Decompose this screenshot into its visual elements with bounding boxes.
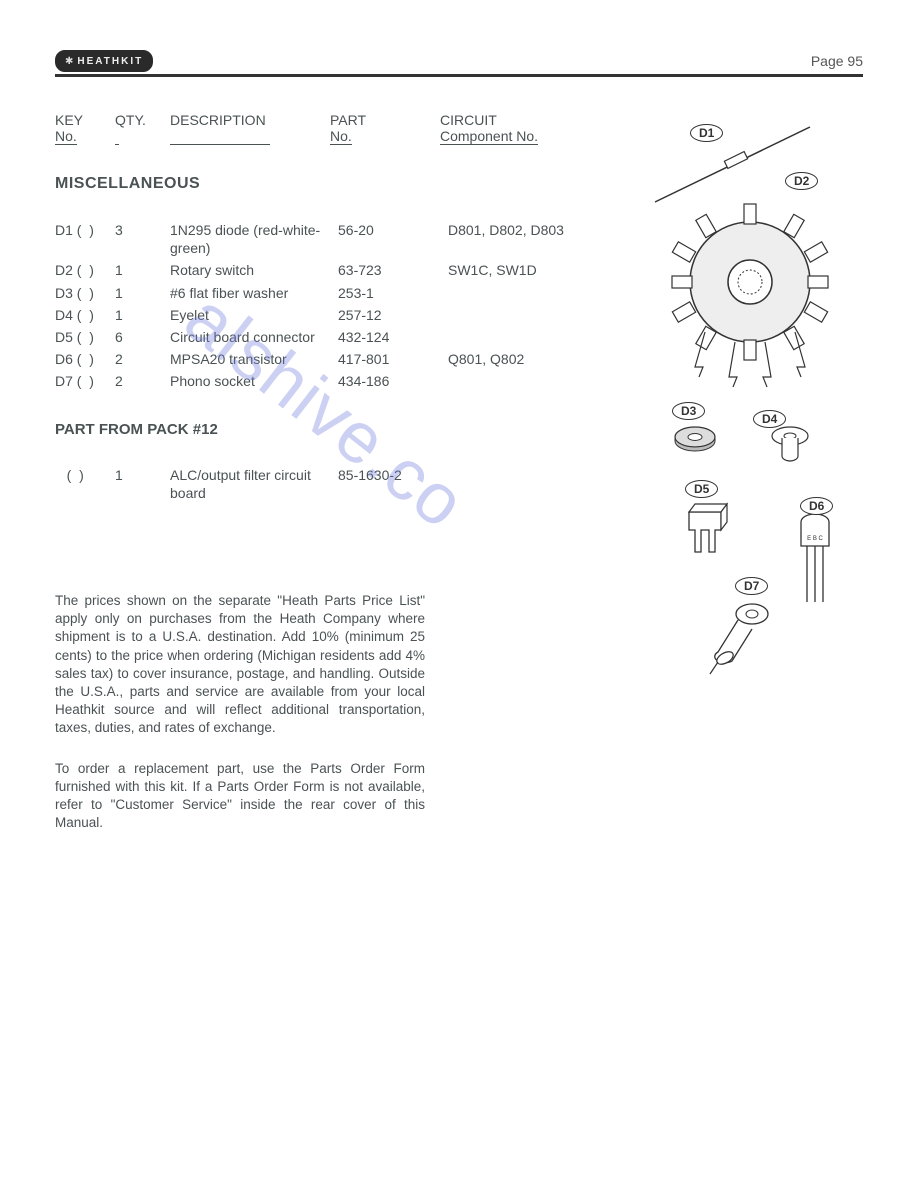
cell-desc: MPSA20 transistor [170,350,338,368]
header-key: KEY No. [55,112,115,145]
paragraph-2: To order a replacement part, use the Par… [55,760,425,833]
table-header-row: KEY No. QTY. DESCRIPTION PART No. CIRCUI… [55,112,615,145]
cell-key: ( ) [55,466,115,502]
cell-key: D7 ( ) [55,372,115,390]
cell-circ [448,306,588,324]
callout-d4: D4 [753,410,786,428]
cell-qty: 3 [115,221,170,257]
cell-qty: 1 [115,284,170,302]
right-column: E B C D1 D2 D3 D4 D5 D6 D7 [635,112,863,855]
cell-qty: 2 [115,372,170,390]
cell-desc: Phono socket [170,372,338,390]
table-row: D6 ( )2MPSA20 transistor417-801Q801, Q80… [55,350,615,368]
cell-qty: 1 [115,306,170,324]
cell-circ [448,328,588,346]
cell-qty: 1 [115,261,170,279]
cell-circ: D801, D802, D803 [448,221,588,257]
cell-part: 257-12 [338,306,448,324]
cell-desc: Circuit board connector [170,328,338,346]
cell-part: 56-20 [338,221,448,257]
header-part: PART No. [330,112,440,145]
cell-desc: ALC/output filter circuit board [170,466,338,502]
callout-d5: D5 [685,480,718,498]
callout-d3: D3 [672,402,705,420]
table-row: D3 ( )1#6 flat fiber washer253-1 [55,284,615,302]
cell-key: D3 ( ) [55,284,115,302]
brand-badge: ✱ HEATHKIT [55,50,153,72]
cell-desc: Eyelet [170,306,338,324]
cell-desc: 1N295 diode (red-white-green) [170,221,338,257]
cell-key: D5 ( ) [55,328,115,346]
cell-part: 432-124 [338,328,448,346]
content-columns: KEY No. QTY. DESCRIPTION PART No. CIRCUI… [55,112,863,855]
cell-qty: 1 [115,466,170,502]
cell-key: D2 ( ) [55,261,115,279]
cell-part: 434-186 [338,372,448,390]
table-row: D2 ( )1Rotary switch63-723SW1C, SW1D [55,261,615,279]
page: ✱ HEATHKIT Page 95 KEY No. QTY. DESCRIPT… [0,0,918,855]
header-circuit: CIRCUIT Component No. [440,112,580,145]
cell-circ: SW1C, SW1D [448,261,588,279]
paragraph-1: The prices shown on the separate "Heath … [55,592,425,738]
header-qty: QTY. [115,112,170,145]
table-row: ( )1ALC/output filter circuit board85-16… [55,466,615,502]
table-row: D1 ( )31N295 diode (red-white-green)56-2… [55,221,615,257]
table-row: D4 ( )1Eyelet257-12 [55,306,615,324]
section-misc-title: MISCELLANEOUS [55,175,615,193]
cell-key: D1 ( ) [55,221,115,257]
brand-text: HEATHKIT [77,56,143,67]
left-column: KEY No. QTY. DESCRIPTION PART No. CIRCUI… [55,112,615,855]
callout-d6: D6 [800,497,833,515]
callout-d7: D7 [735,577,768,595]
table-row: D5 ( )6Circuit board connector432-124 [55,328,615,346]
svg-text:E B C: E B C [807,536,823,542]
cell-part: 85-1630-2 [338,466,448,502]
callout-d2: D2 [785,172,818,190]
pack-rows: ( )1ALC/output filter circuit board85-16… [55,466,615,502]
cell-key: D4 ( ) [55,306,115,324]
header-row: ✱ HEATHKIT Page 95 [55,50,863,77]
cell-qty: 2 [115,350,170,368]
cell-circ [448,372,588,390]
section-pack-title: PART FROM PACK #12 [55,421,615,438]
cell-circ [448,284,588,302]
page-number: Page 95 [811,53,863,69]
cell-desc: #6 flat fiber washer [170,284,338,302]
cell-key: D6 ( ) [55,350,115,368]
callout-d1: D1 [690,124,723,142]
cell-part: 63-723 [338,261,448,279]
misc-rows: D1 ( )31N295 diode (red-white-green)56-2… [55,221,615,391]
header-description: DESCRIPTION [170,112,330,145]
gear-icon: ✱ [65,56,73,67]
cell-qty: 6 [115,328,170,346]
cell-part: 253-1 [338,284,448,302]
body-text: The prices shown on the separate "Heath … [55,592,425,833]
cell-circ: Q801, Q802 [448,350,588,368]
cell-desc: Rotary switch [170,261,338,279]
table-row: D7 ( )2Phono socket434-186 [55,372,615,390]
cell-circ [448,466,588,502]
cell-part: 417-801 [338,350,448,368]
